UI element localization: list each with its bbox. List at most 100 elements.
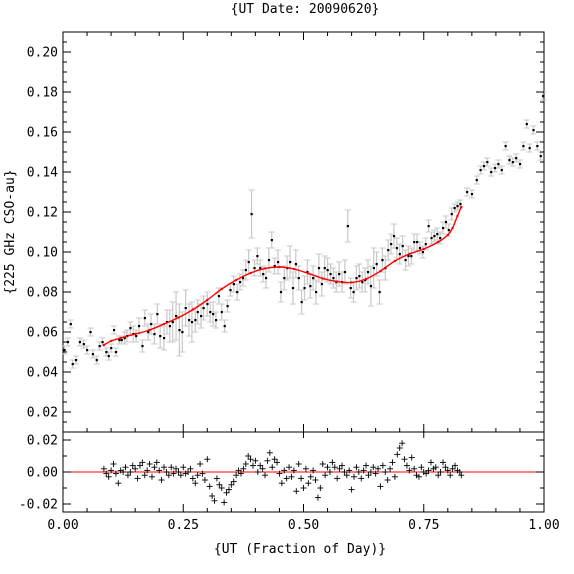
data-point <box>101 341 104 344</box>
y-tick-label: 0.04 <box>27 366 58 381</box>
data-point <box>118 339 121 342</box>
data-point <box>427 225 430 228</box>
fit-point <box>364 277 368 281</box>
data-point <box>398 253 401 256</box>
data-point <box>317 267 321 270</box>
data-point <box>194 319 197 322</box>
data-point <box>226 305 229 308</box>
data-point <box>110 347 113 350</box>
data-point <box>270 239 273 242</box>
data-point <box>381 259 384 262</box>
data-point <box>542 95 545 98</box>
data-point <box>450 213 453 216</box>
data-point <box>86 349 89 352</box>
data-point <box>74 359 78 362</box>
residual-y-axis: -0.02 0.00 0.02 <box>19 434 544 513</box>
y-tick-label: 0.16 <box>27 126 58 141</box>
y-tick-label: 0.12 <box>27 206 58 221</box>
data-point <box>500 169 503 172</box>
data-point <box>236 291 239 294</box>
data-point <box>436 233 439 236</box>
y-tick-label: 0.02 <box>27 406 58 421</box>
data-point <box>536 145 539 148</box>
x-axis: 0.00 0.25 0.50 0.75 1.00 <box>47 32 560 533</box>
x-tick-label: 0.25 <box>168 518 199 533</box>
data-point <box>123 337 126 340</box>
data-point <box>95 359 98 362</box>
data-point <box>466 191 469 194</box>
data-point <box>82 343 85 346</box>
data-point <box>329 273 332 276</box>
data-point <box>244 269 247 272</box>
fit-point <box>460 205 463 209</box>
fit-point <box>451 226 454 230</box>
y-axis-label: {225 GHz CSO-au} <box>3 169 18 294</box>
data-point <box>369 285 373 288</box>
data-point <box>539 155 542 158</box>
data-point <box>401 245 404 248</box>
fit-markers <box>102 205 463 347</box>
data-point <box>497 163 500 166</box>
data-point <box>241 277 245 280</box>
data-point <box>91 353 95 356</box>
fit-point <box>292 267 296 271</box>
fit-point <box>456 214 459 218</box>
data-point <box>153 333 156 336</box>
data-point <box>482 165 486 168</box>
data-point <box>355 277 358 280</box>
fit-point <box>263 267 267 270</box>
data-point <box>532 129 535 132</box>
data-point <box>332 277 335 280</box>
data-point <box>209 311 212 314</box>
data-point <box>277 261 280 264</box>
data-point <box>63 349 66 352</box>
x-tick-label: 0.75 <box>408 518 439 533</box>
data-point <box>447 229 450 232</box>
data-point <box>407 255 410 258</box>
data-point <box>232 283 235 286</box>
residual-points <box>100 440 465 506</box>
data-point <box>306 271 309 274</box>
data-point <box>69 323 72 326</box>
data-point <box>175 315 178 318</box>
data-point <box>229 289 232 292</box>
fit-point <box>148 328 151 332</box>
data-point <box>247 261 250 264</box>
data-point <box>361 281 364 284</box>
data-point <box>528 147 531 150</box>
data-point <box>212 313 215 316</box>
data-point <box>413 241 416 244</box>
data-point <box>98 345 101 348</box>
data-point <box>508 159 511 162</box>
data-point <box>214 319 218 322</box>
data-point <box>378 291 381 294</box>
data-point <box>395 247 399 250</box>
data-point <box>300 301 303 304</box>
fit-point <box>206 298 209 302</box>
data-point <box>163 337 166 340</box>
data-point <box>392 235 396 238</box>
main-y-axis: 0.02 0.04 0.06 0.08 0.10 0.12 0.14 0.16 0.18 0.20 <box>27 31 544 433</box>
x-axis-label: {UT (Fraction of Day)} <box>214 542 386 557</box>
fit-point <box>119 336 122 340</box>
data-point <box>283 277 286 280</box>
main-panel-frame <box>62 31 545 433</box>
x-tick-label: 1.00 <box>528 518 559 533</box>
data-point <box>320 283 323 286</box>
fit-point <box>408 252 411 256</box>
y-tick-label: 0.20 <box>27 46 58 61</box>
fit-point <box>191 308 195 311</box>
data-point <box>107 355 110 358</box>
data-point <box>184 307 187 310</box>
data-point <box>217 295 221 298</box>
fit-point <box>350 281 353 284</box>
fit-point <box>109 339 113 343</box>
data-point <box>323 267 326 270</box>
fit-point <box>335 280 339 283</box>
data-point <box>421 251 424 254</box>
data-point <box>178 329 181 332</box>
data-point <box>137 325 141 328</box>
data-point <box>135 335 138 338</box>
data-point <box>456 205 459 208</box>
data-point <box>326 269 329 272</box>
